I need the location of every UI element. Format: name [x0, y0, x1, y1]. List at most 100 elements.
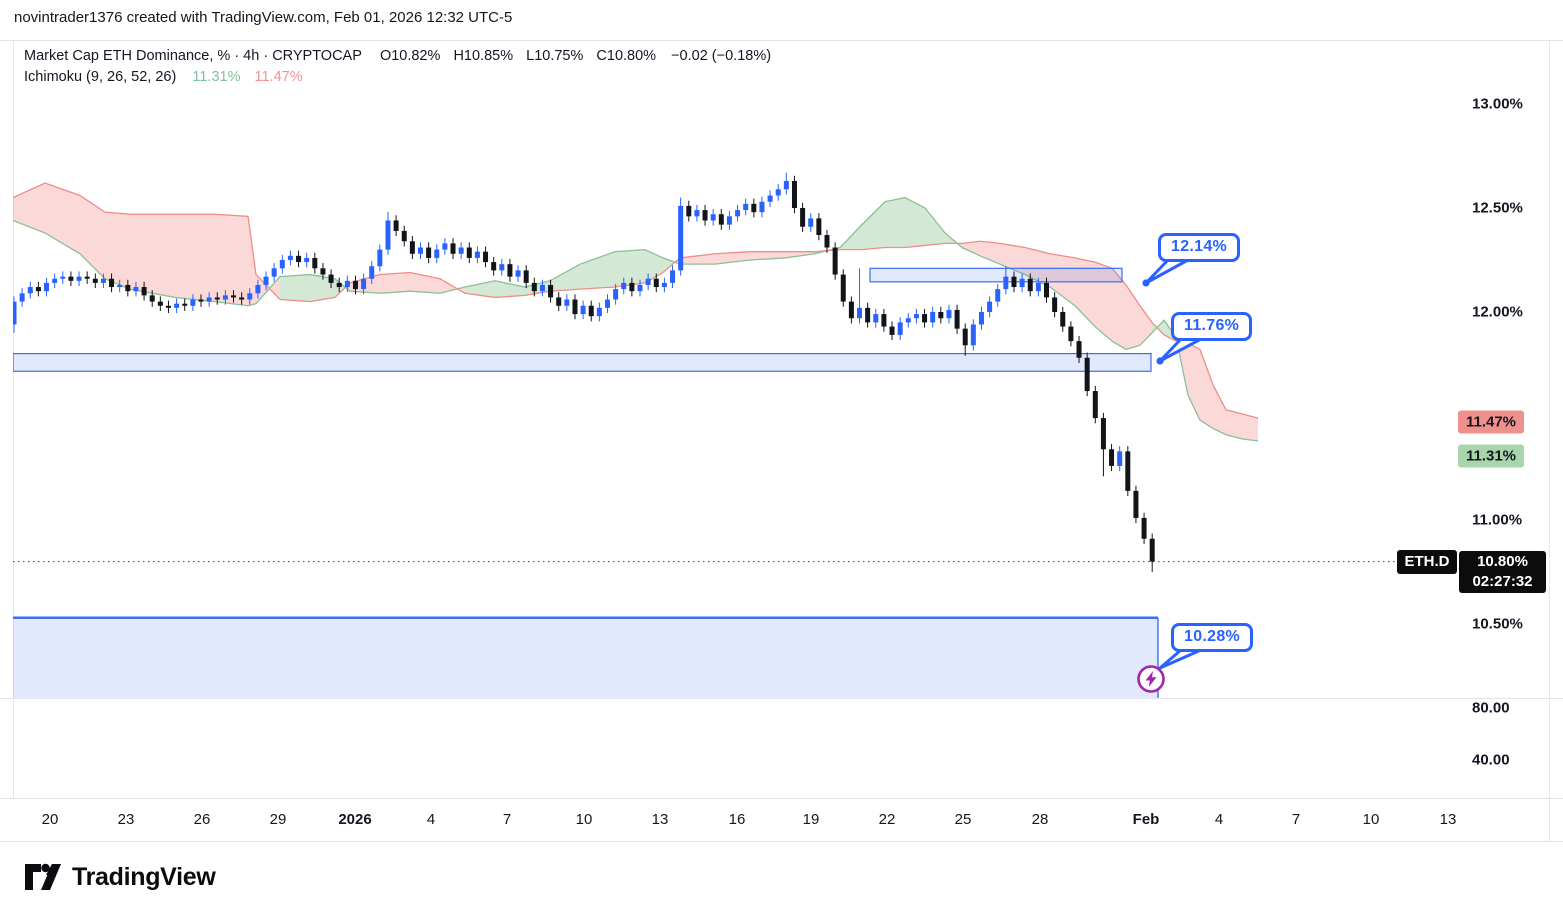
price-callout-10-28[interactable]: 10.28% — [1171, 623, 1254, 652]
time-tick-label: 22 — [878, 811, 896, 828]
candle-body — [499, 264, 505, 271]
callout-anchor-dot — [1156, 357, 1164, 365]
price-callout-12-14[interactable]: 12.14% — [1158, 233, 1241, 262]
ichimoku-cloud-segment — [248, 216, 256, 306]
candle-body — [873, 314, 879, 323]
candle-body — [718, 214, 724, 225]
candle-body — [328, 274, 334, 283]
candle-body — [401, 230, 407, 242]
candle-body — [775, 189, 781, 196]
ichimoku-cloud-segment — [1050, 253, 1075, 306]
candle-body — [783, 180, 789, 190]
ichimoku-cloud-segment — [380, 272, 410, 294]
candle-body — [1035, 282, 1041, 292]
time-tick-label: 13 — [651, 811, 669, 828]
zone-support-10.28[interactable] — [13, 617, 1158, 698]
callout-anchor-dot — [1142, 279, 1150, 287]
candle-body — [1125, 451, 1131, 491]
candle-body — [214, 297, 220, 300]
candle-body — [483, 251, 489, 263]
ichimoku-cloud-segment — [885, 197, 905, 248]
ichimoku-cloud-segment — [980, 241, 1000, 265]
candle-body — [13, 301, 17, 325]
candle-body — [905, 318, 911, 323]
candle-body — [840, 274, 846, 302]
candle-body — [35, 287, 41, 292]
ichimoku-cloud-segment — [580, 251, 615, 290]
candle-body — [881, 314, 887, 327]
candle-body — [1109, 449, 1115, 466]
ichimoku-cloud-segment — [1000, 243, 1025, 275]
candle-body — [913, 314, 919, 319]
ichimoku-cloud-segment — [13, 183, 45, 233]
time-tick-label: 4 — [426, 811, 436, 828]
candle-body — [897, 322, 903, 335]
zone-resistance-11.76[interactable] — [13, 353, 1152, 372]
candle-body — [800, 208, 806, 227]
candle-body — [588, 305, 594, 317]
bar-countdown: 02:27:32 — [1472, 573, 1533, 590]
candle-body — [791, 180, 797, 208]
candle-body — [474, 251, 480, 258]
candle-body — [1117, 451, 1123, 466]
chart-left-border — [13, 40, 14, 798]
candle-body — [287, 255, 293, 260]
candle-body — [377, 249, 383, 267]
candle-body — [344, 280, 350, 288]
ichimoku-cloud-segment — [45, 183, 80, 254]
tradingview-logo[interactable]: TradingView — [24, 862, 216, 892]
panel-divider[interactable] — [0, 698, 1563, 699]
time-tick-label: Feb — [1132, 811, 1160, 828]
candle-body — [857, 307, 863, 319]
candle-body — [1027, 278, 1033, 292]
symbol-title[interactable]: Market Cap ETH Dominance, % · 4h · CRYPT… — [24, 48, 362, 64]
candle-body — [1052, 297, 1058, 312]
zone-resistance-12.14[interactable] — [869, 267, 1123, 283]
indicator-span-a-value: 11.31% — [192, 69, 241, 85]
time-tick-label: 23 — [117, 811, 135, 828]
candle-body — [1141, 517, 1147, 539]
time-tick-label: 4 — [1214, 811, 1224, 828]
ohlc-high: H10.85% — [453, 48, 514, 64]
candle-body — [1084, 357, 1090, 392]
candle-body — [889, 326, 895, 335]
candle-body — [564, 299, 570, 306]
candle-body — [735, 210, 741, 217]
plot-area[interactable] — [12, 172, 1259, 698]
candle-body — [165, 305, 171, 308]
ichimoku-span-b-line — [13, 182, 1259, 419]
candle-body — [141, 287, 147, 296]
ichimoku-cloud-segment — [215, 214, 248, 306]
candle-body — [1003, 276, 1009, 290]
callout-tail — [1144, 258, 1190, 285]
candle-body — [930, 312, 936, 323]
ohlc-low: L10.75% — [526, 48, 584, 64]
candle-body — [661, 282, 667, 288]
candle-body — [263, 276, 269, 285]
candle-body — [60, 276, 66, 279]
candle-body — [125, 284, 131, 292]
candle-body — [68, 276, 74, 281]
candle-body — [978, 312, 984, 325]
candle-body — [279, 260, 285, 269]
candle-body — [409, 241, 415, 254]
candle-body — [336, 282, 342, 288]
indicator-name[interactable]: Ichimoku (9, 26, 52, 26) — [24, 69, 177, 85]
ichimoku-cloud-segment — [715, 251, 750, 265]
time-axis-divider — [0, 798, 1563, 799]
ichimoku-cloud-segment — [550, 264, 580, 292]
time-tick-label: 10 — [575, 811, 593, 828]
candle-body — [312, 257, 318, 269]
candle-body — [271, 268, 277, 277]
time-tick-label: 28 — [1031, 811, 1049, 828]
candle-body — [556, 297, 562, 306]
candle-body — [426, 247, 432, 258]
time-tick-label: 7 — [1291, 811, 1301, 828]
candle-body — [1149, 538, 1155, 562]
price-callout-11-76[interactable]: 11.76% — [1171, 312, 1253, 341]
candle-body — [970, 324, 976, 346]
candle-body — [1044, 282, 1050, 298]
candle-body — [1068, 326, 1074, 342]
candle-body — [848, 301, 854, 319]
